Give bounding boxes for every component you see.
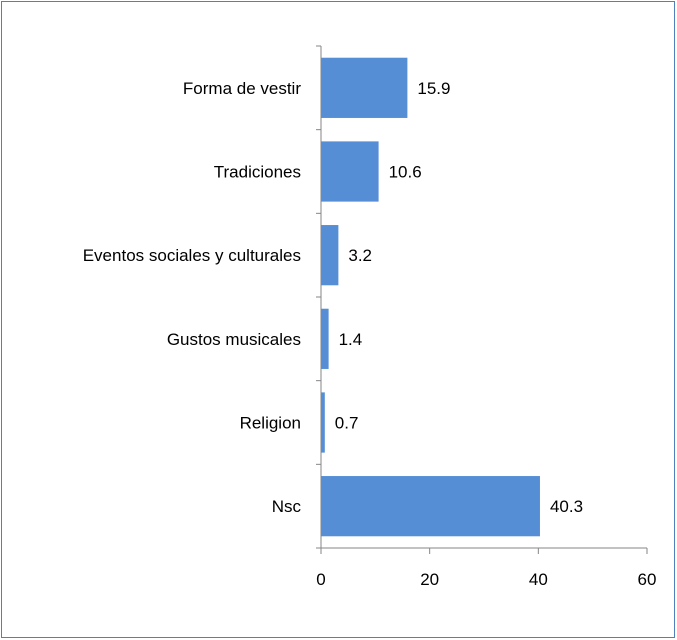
axes-layer — [316, 45, 648, 554]
bar — [321, 141, 379, 202]
value-label: 1.4 — [339, 330, 363, 349]
value-label: 40.3 — [550, 497, 583, 516]
x-tick-label: 20 — [420, 570, 439, 589]
labels-layer: Forma de vestir 15.9 Tradiciones 10.6 Evento… — [83, 79, 657, 589]
category-label: Forma de vestir — [183, 79, 301, 98]
value-label: 0.7 — [335, 414, 359, 433]
value-label: 15.9 — [417, 79, 450, 98]
x-tick-label: 40 — [529, 570, 548, 589]
bar — [321, 392, 325, 453]
bar — [321, 225, 339, 286]
category-label: Nsc — [272, 497, 302, 516]
bar — [321, 476, 540, 537]
category-label: Gustos musicales — [167, 330, 301, 349]
bar — [321, 57, 408, 118]
bars-layer — [321, 57, 540, 537]
bar — [321, 308, 329, 369]
value-label: 3.2 — [348, 246, 372, 265]
x-tick-label: 0 — [316, 570, 325, 589]
value-label: 10.6 — [389, 163, 422, 182]
category-label: Religion — [240, 414, 301, 433]
x-tick-label: 60 — [638, 570, 657, 589]
category-label: Tradiciones — [214, 163, 301, 182]
category-label: Eventos sociales y culturales — [83, 246, 301, 265]
